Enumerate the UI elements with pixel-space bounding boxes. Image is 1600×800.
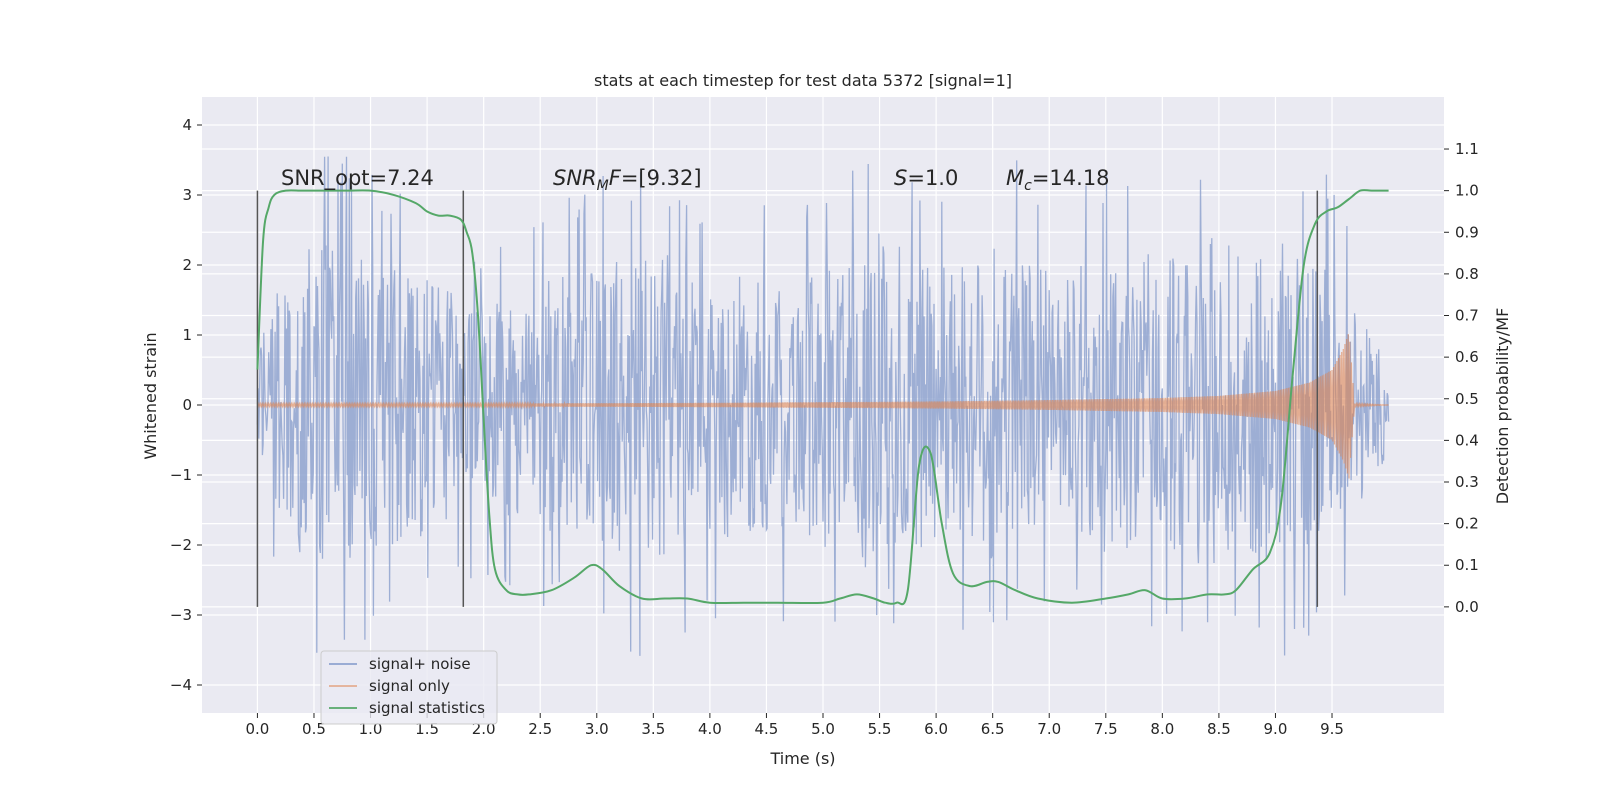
y-tick-label: 3 <box>182 186 192 204</box>
signal-only-trace <box>256 333 1389 479</box>
legend-label-signal-only: signal only <box>369 677 450 695</box>
chart-title: stats at each timestep for test data 537… <box>594 71 1012 90</box>
right-tick-label: 1.0 <box>1455 182 1479 200</box>
x-tick-label: 3.5 <box>641 720 665 738</box>
x-tick-label: 8.5 <box>1207 720 1231 738</box>
x-tick-label: 7.0 <box>1037 720 1061 738</box>
x-tick-label: 0.5 <box>302 720 326 738</box>
x-tick-label: 8.0 <box>1150 720 1174 738</box>
series-signal-only <box>256 333 1389 479</box>
x-axis-label: Time (s) <box>769 749 835 768</box>
right-tick-label: 0.8 <box>1455 265 1479 283</box>
y-tick-label: −4 <box>170 676 192 694</box>
right-tick-label: 0.6 <box>1455 348 1479 366</box>
y-axis-label: Whitened strain <box>141 332 160 459</box>
y-tick-label: −3 <box>170 606 192 624</box>
right-tick-label: 0.0 <box>1455 598 1479 616</box>
annotation-mc: Mc=14.18 <box>1006 166 1110 194</box>
x-tick-label: 5.5 <box>868 720 892 738</box>
right-tick-label: 0.1 <box>1455 556 1479 574</box>
right-axis-ticks: 1.1 1.0 0.9 0.8 0.7 0.6 0.5 0.4 0.3 0.2 0.1 0.0 <box>1444 140 1479 616</box>
y-tick-label: −1 <box>170 466 192 484</box>
vertical-markers <box>256 190 1319 607</box>
series-signal-noise <box>256 156 1390 656</box>
right-tick-label: 0.3 <box>1455 473 1479 491</box>
y-tick-label: −2 <box>170 536 192 554</box>
annotation-snr-mf: SNRMF=[9.32] <box>553 166 702 194</box>
x-tick-label: 5.0 <box>811 720 835 738</box>
right-tick-label: 0.7 <box>1455 307 1479 325</box>
signal-statistics-line <box>256 189 1389 606</box>
right-axis-label: Detection probability/MF <box>1493 308 1512 505</box>
legend-box <box>320 650 498 725</box>
legend-label-signal-statistics: signal statistics <box>369 699 485 717</box>
x-tick-label: 9.0 <box>1264 720 1288 738</box>
right-tick-label: 0.4 <box>1455 431 1479 449</box>
signal-noise-trace <box>256 156 1390 656</box>
y-axis-ticks: 4 3 2 1 0 −1 −2 −3 −4 <box>170 116 202 694</box>
x-tick-label: 2.5 <box>528 720 552 738</box>
y-tick-label: 1 <box>182 326 192 344</box>
right-tick-label: 0.2 <box>1455 515 1479 533</box>
series-signal-statistics <box>256 189 1389 606</box>
legend-label-signal-noise: signal+ noise <box>369 655 471 673</box>
y-tick-label: 4 <box>182 116 192 134</box>
y-tick-label: 2 <box>182 256 192 274</box>
right-tick-label: 0.5 <box>1455 390 1479 408</box>
x-tick-label: 4.0 <box>698 720 722 738</box>
right-tick-label: 1.1 <box>1455 140 1479 158</box>
x-tick-label: 6.0 <box>924 720 948 738</box>
legend: signal+ noise signal only signal statist… <box>320 650 498 725</box>
y-tick-label: 0 <box>182 396 192 414</box>
x-tick-label: 9.5 <box>1320 720 1344 738</box>
x-tick-label: 4.5 <box>755 720 779 738</box>
annotation-s: S=1.0 <box>894 166 958 190</box>
right-tick-label: 0.9 <box>1455 223 1479 241</box>
x-tick-label: 0.0 <box>245 720 269 738</box>
x-tick-label: 3.0 <box>585 720 609 738</box>
x-tick-label: 7.5 <box>1094 720 1118 738</box>
annotation-snr-opt: SNR_opt=7.24 <box>281 166 434 191</box>
x-tick-label: 6.5 <box>981 720 1005 738</box>
